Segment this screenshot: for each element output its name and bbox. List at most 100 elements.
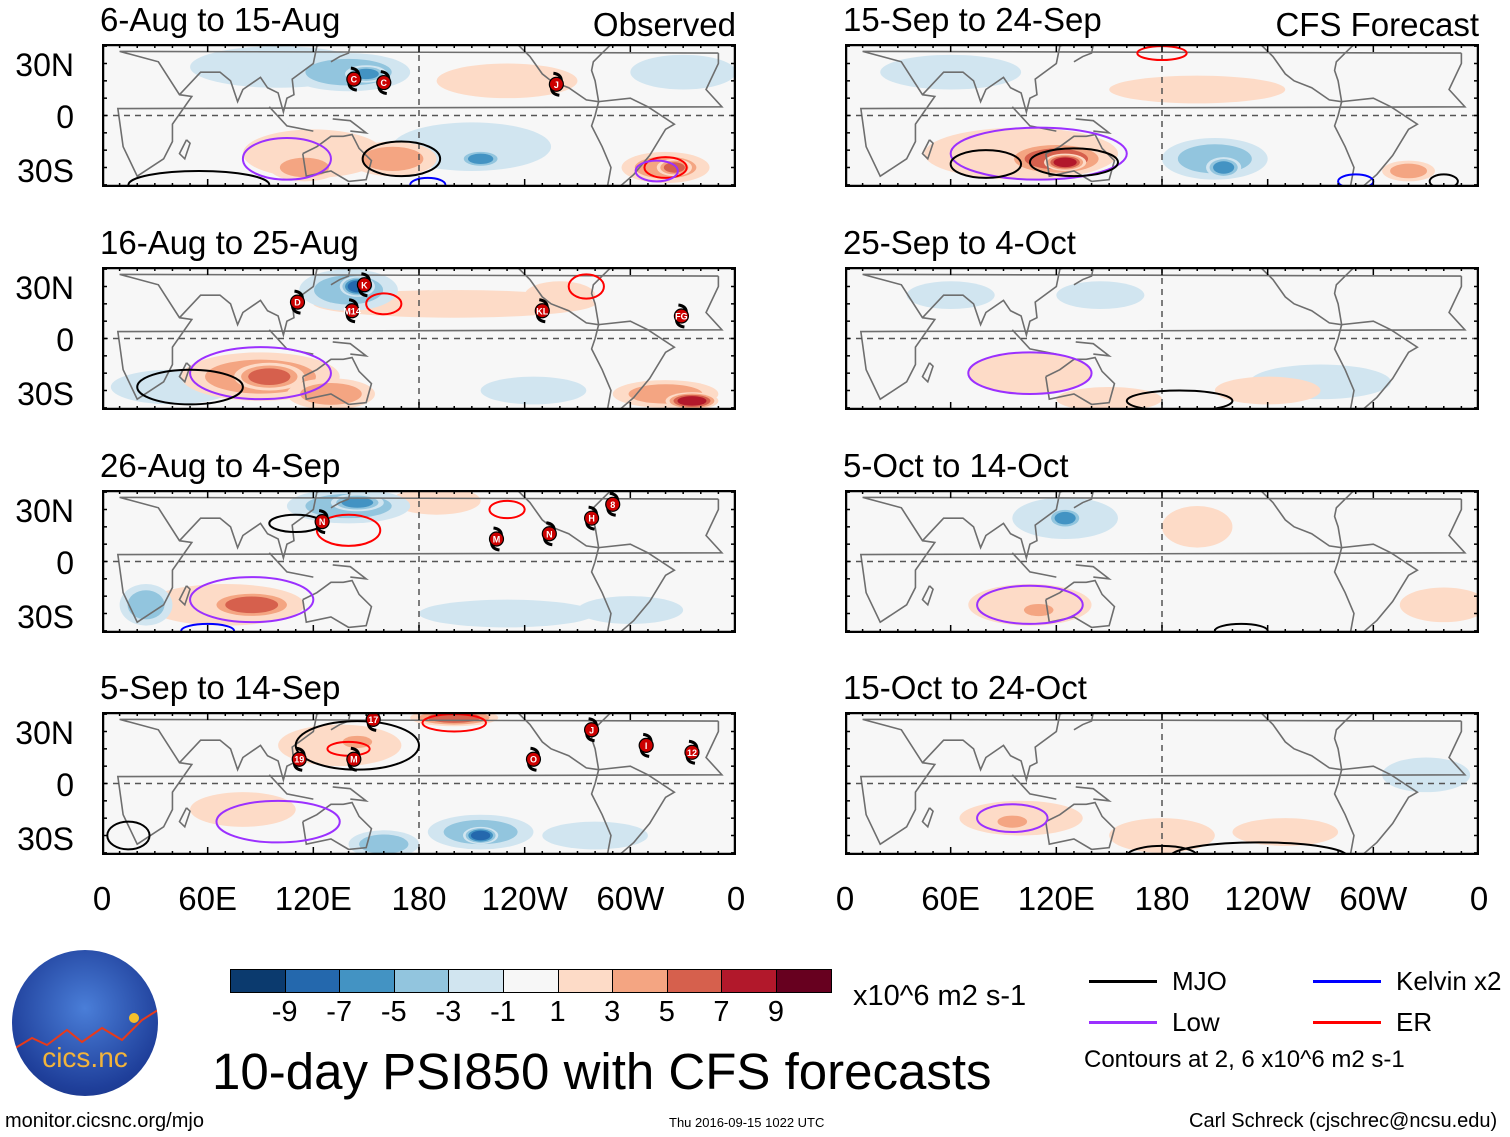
- coastline: [330, 490, 352, 509]
- er-contour: [365, 292, 403, 316]
- lat-tick-label: 30S: [17, 153, 74, 189]
- coastline: [1073, 44, 1095, 63]
- colorbar-swatch: [394, 970, 450, 992]
- lat-tick-label: 0: [56, 322, 74, 358]
- anomaly-shading: [1054, 511, 1076, 525]
- author: Carl Schreck (cjschrec@ncsu.edu): [1189, 1110, 1498, 1132]
- storm-label: KL: [536, 306, 548, 316]
- storm-marker: FG: [673, 303, 690, 329]
- lon-tick-label: 60E: [178, 880, 238, 917]
- storm-label: D: [294, 298, 301, 308]
- panel-title: 6-Aug to 15-Aug: [100, 1, 341, 38]
- storm-label: J: [554, 80, 559, 90]
- storm-marker: KL: [534, 298, 550, 324]
- coastline: [1044, 356, 1116, 406]
- mjo-contour: [294, 720, 421, 771]
- anomaly-shading: [524, 281, 596, 310]
- lon-tick-label: 120E: [274, 880, 352, 917]
- lat-tick-label: 30N: [15, 47, 74, 83]
- coastline: [332, 341, 369, 357]
- coastline: [1075, 564, 1112, 580]
- coastline: [332, 118, 369, 134]
- anomaly-shading: [470, 830, 491, 841]
- lon-tick-label: 180: [1134, 880, 1190, 917]
- legend-line: [1089, 1021, 1157, 1024]
- coastline: [268, 774, 314, 800]
- anomaly-shading: [968, 352, 1092, 394]
- anomaly-shading: [1053, 157, 1077, 168]
- coastline: [268, 552, 314, 578]
- lon-tick-label: 180: [391, 880, 447, 917]
- anomaly-shading: [542, 821, 648, 850]
- legend-label: ER: [1396, 1007, 1433, 1037]
- low-contour: [976, 803, 1049, 834]
- legend-label: MJO: [1172, 966, 1227, 996]
- anomaly-shading: [248, 368, 291, 385]
- panel-frame: [102, 712, 736, 855]
- map-panel: N M N H 8: [102, 490, 736, 633]
- anomaly-shading: [1056, 387, 1162, 410]
- map-panel: [845, 490, 1479, 633]
- storm-marker: 19: [291, 746, 307, 772]
- low-contour: [189, 346, 332, 401]
- colorbar-tick-label: -3: [435, 996, 462, 1028]
- anomaly-shading: [467, 153, 494, 165]
- map-panel: [845, 712, 1479, 855]
- legend-line: [1313, 980, 1381, 983]
- legend-label: Kelvin x2: [1396, 966, 1502, 996]
- storm-label: H: [588, 514, 595, 524]
- storm-marker: K: [356, 272, 373, 298]
- colorbar-swatch: [776, 970, 831, 992]
- timestamp: Thu 2016-09-15 1022 UTC: [669, 1115, 825, 1130]
- panel-title: 5-Oct to 14-Oct: [843, 447, 1069, 484]
- lat-tick-label: 30N: [15, 715, 74, 751]
- storm-label: K: [361, 280, 368, 290]
- lon-tick-label: 0: [835, 880, 855, 917]
- coastline: [1259, 267, 1356, 326]
- storm-label: 8: [610, 500, 615, 510]
- storm-label: O: [530, 755, 537, 765]
- coastline: [330, 712, 352, 731]
- anomaly-shading: [359, 834, 409, 854]
- storm-label: J: [589, 725, 594, 735]
- storm-marker: M: [488, 526, 505, 552]
- panel-frame: [102, 44, 736, 187]
- er-contour: [488, 499, 526, 520]
- storm-marker: N: [541, 521, 557, 547]
- panel-title: 26-Aug to 4-Sep: [100, 447, 341, 484]
- storm-marker: M: [346, 746, 362, 772]
- anomaly-shading: [577, 596, 684, 624]
- storm-marker: J: [583, 717, 600, 743]
- low-contour: [241, 137, 332, 181]
- storm-marker: C: [376, 70, 392, 96]
- coastline: [268, 106, 314, 132]
- er-contour: [315, 513, 382, 547]
- panel-frame: [102, 490, 736, 633]
- coastline: [116, 273, 724, 401]
- anomaly-shading: [1109, 75, 1286, 104]
- lat-tick-label: 30N: [15, 493, 74, 529]
- lat-tick-label: 30S: [17, 821, 74, 857]
- storm-marker: 12: [684, 739, 700, 765]
- panel-title: 16-Aug to 25-Aug: [100, 224, 359, 261]
- coastline: [116, 496, 724, 624]
- coastline: [1259, 490, 1356, 549]
- coastline: [1333, 320, 1419, 410]
- coastline: [301, 133, 373, 183]
- mjo-contour: [106, 820, 151, 851]
- source-url[interactable]: monitor.cicsnc.org/mjo: [5, 1110, 204, 1132]
- storm-marker: M14: [343, 298, 361, 324]
- coastline: [1259, 44, 1356, 103]
- coastline: [859, 718, 1467, 846]
- colorbar-swatch: [503, 970, 559, 992]
- anomaly-shading: [1162, 506, 1233, 548]
- anomaly-shading: [1056, 281, 1145, 310]
- coastline: [1333, 765, 1419, 855]
- anomaly-shading: [436, 63, 578, 99]
- anomaly-shading: [392, 490, 481, 515]
- legend-line: [1313, 1021, 1381, 1024]
- coastline: [590, 765, 676, 855]
- coastline: [516, 490, 613, 549]
- panel-title: 15-Sep to 24-Sep: [843, 1, 1102, 38]
